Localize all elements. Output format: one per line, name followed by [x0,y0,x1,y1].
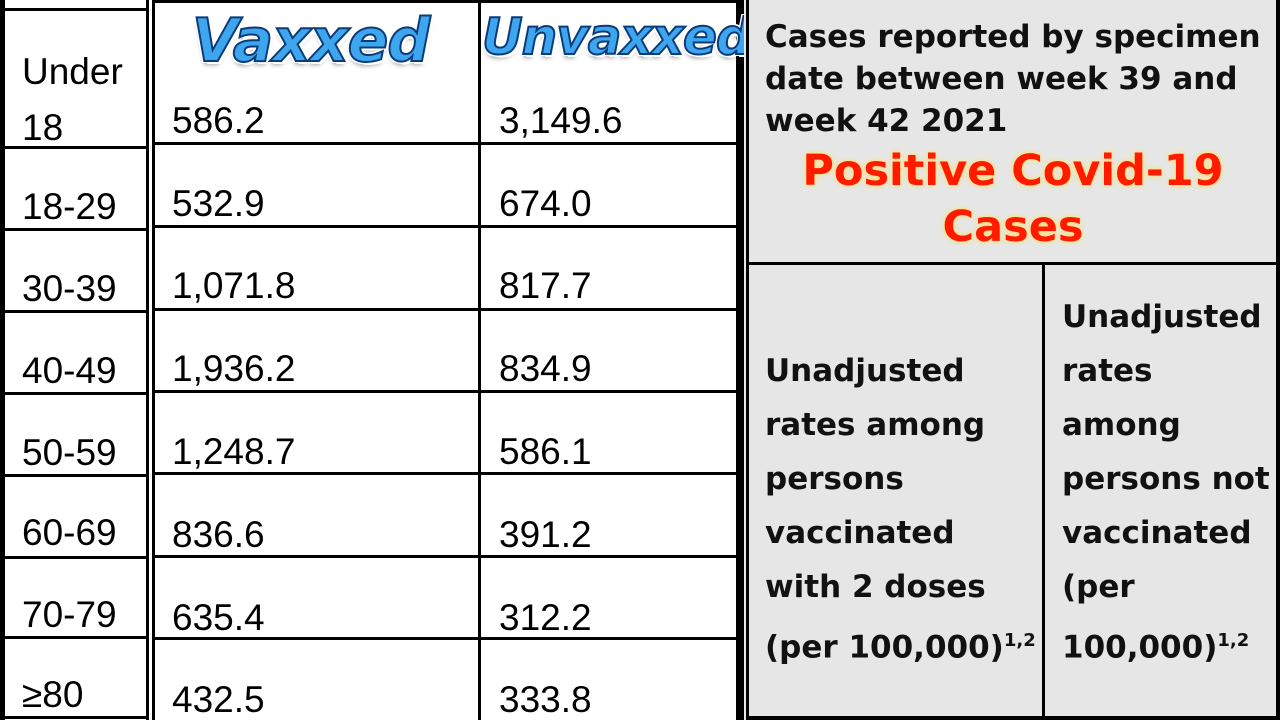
age-group-label: 18-29 [22,186,117,227]
age-group-label: 40-49 [22,350,117,391]
row-divider [0,474,148,477]
unvaxxed-rate: 333.8 [499,679,592,720]
unvaxxed-rate: 312.2 [499,597,592,638]
panel-border [746,0,749,720]
vaxxed-rate: 586.2 [172,100,265,141]
column-divider [146,0,149,720]
unvaxxed-rate: 834.9 [499,348,592,389]
vaxxed-rate: 836.6 [172,514,265,555]
age-group-label: 30-39 [22,268,117,309]
vaxxed-rate: 1,936.2 [172,348,296,389]
vaxxed-rate: 532.9 [172,183,265,224]
unvaxxed-rate: 586.1 [499,431,592,472]
row-divider [0,716,148,719]
vaxxed-rate: 432.5 [172,679,265,720]
panel-divider [746,262,1280,265]
unvaxxed-rate: 817.7 [499,265,592,306]
unvaxxed-logo: Unvaxxed [481,7,753,67]
vaxxed-rate: 635.4 [172,597,265,638]
panel-border [746,716,1280,720]
column-header-text: Unadjusted rates among persons not vacci… [1062,299,1270,666]
age-group-label: Under 18 [22,51,123,148]
column-header-vaccinated: Unadjusted rates among persons vaccinate… [765,344,1037,674]
rates-table: Vaxxed Unvaxxed Under 18 586.2 3,149.6 1… [0,0,753,720]
row-divider [0,310,148,313]
row-divider [0,392,148,395]
vaxxed-logo: Vaxxed [191,5,431,77]
row-divider [152,637,740,640]
row-divider [152,390,740,393]
column-header-text: Unadjusted rates among persons vaccinate… [765,353,1004,666]
vaxxed-rate: 1,248.7 [172,431,296,472]
source-table-panel [744,0,1280,720]
column-divider [478,0,481,720]
age-group-label: 60-69 [22,512,117,553]
table-border-right [736,0,744,720]
vaxxed-rate: 1,071.8 [172,265,296,306]
report-caption: Cases reported by specimen date between … [765,19,1261,139]
age-group-label: 50-59 [22,432,117,473]
row-divider [152,225,740,228]
row-divider [152,142,740,145]
row-divider [152,555,740,558]
row-divider [0,228,148,231]
footnote-marker: 1,2 [1003,630,1036,651]
age-group-label: ≥80 [22,674,84,715]
row-divider [152,0,740,3]
unvaxxed-rate: 391.2 [499,514,592,555]
column-header-not-vaccinated: Unadjusted rates among persons not vacci… [1062,290,1276,674]
unvaxxed-rate: 3,149.6 [499,100,623,141]
unvaxxed-rate: 674.0 [499,183,592,224]
age-group-label: 70-79 [22,594,117,635]
row-divider [0,556,148,559]
table-border-left [0,0,5,720]
row-divider [152,472,740,475]
footnote-marker: 1,2 [1217,630,1250,651]
row-divider [0,146,148,149]
row-divider [152,308,740,311]
headline-positive-cases: Positive Covid-19 Cases [802,146,1224,252]
panel-border [1276,0,1280,720]
column-divider [152,0,155,720]
row-divider [0,636,148,639]
panel-divider [1042,264,1045,720]
row-divider [0,8,148,11]
